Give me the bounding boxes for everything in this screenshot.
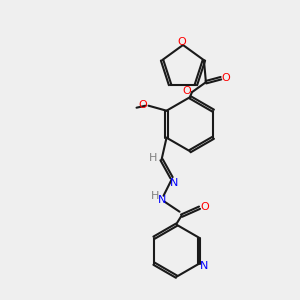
Text: O: O	[221, 73, 230, 83]
Text: N: N	[158, 195, 167, 205]
Text: O: O	[138, 100, 147, 110]
Text: H: H	[149, 153, 158, 163]
Text: O: O	[200, 202, 209, 212]
Text: H: H	[152, 191, 160, 201]
Text: N: N	[200, 261, 208, 271]
Text: N: N	[170, 178, 179, 188]
Text: O: O	[178, 37, 186, 47]
Text: O: O	[182, 86, 191, 96]
